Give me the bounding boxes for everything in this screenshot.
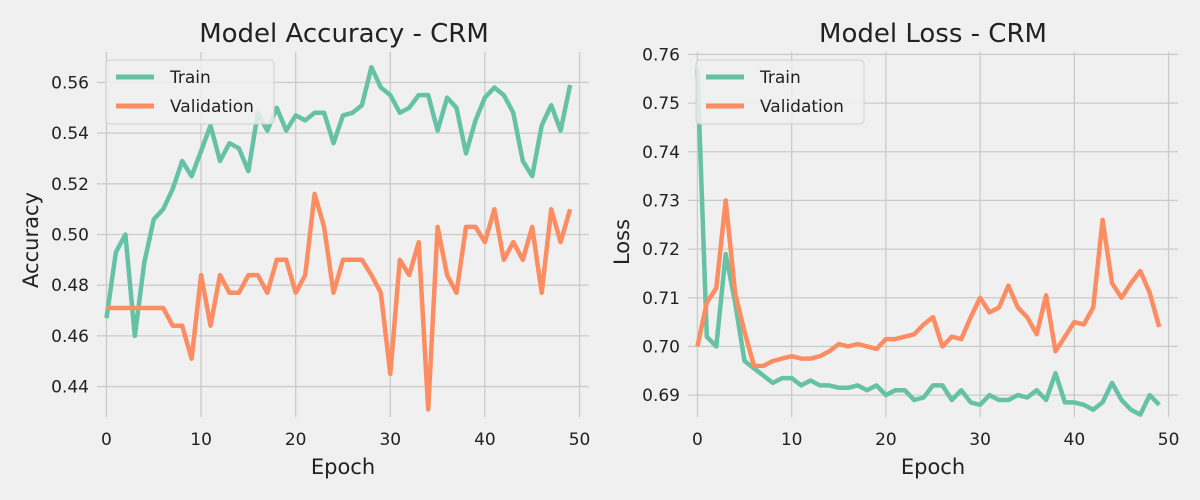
accuracy-y-tick-label: 0.56: [51, 73, 89, 93]
accuracy-series-group: [104, 64, 573, 412]
loss-x-tick-label: 10: [781, 430, 803, 450]
accuracy-y-axis-label: Accuracy: [19, 192, 43, 288]
loss-x-tick-label: 0: [692, 430, 703, 450]
accuracy-y-tick-label: 0.46: [51, 327, 89, 347]
loss-legend: Train Validation: [695, 59, 865, 125]
loss-series-group: [695, 68, 1162, 417]
loss-x-tick-label: 20: [875, 430, 897, 450]
accuracy-x-tick-label: 20: [285, 430, 307, 450]
loss-train-line: [695, 68, 1161, 417]
accuracy-x-axis-label: Epoch: [311, 455, 375, 479]
accuracy-x-tick-label: 30: [379, 430, 401, 450]
accuracy-y-tick-label: 0.52: [51, 175, 89, 195]
accuracy-x-tick-label: 0: [101, 430, 112, 450]
accuracy-x-tick-label: 40: [474, 430, 496, 450]
accuracy-train-line: [104, 64, 573, 339]
loss-y-tick-label: 0.75: [642, 94, 680, 114]
accuracy-legend-validation-label: Validation: [170, 97, 254, 117]
loss-chart-title: Model Loss - CRM: [819, 19, 1047, 49]
loss-ticks: 0 10 20 30 40 50 0.69 0.70 0.71 0.72 0.73 0.74 0.75 0…: [642, 45, 1179, 450]
accuracy-legend: Train Validation: [105, 59, 275, 125]
loss-y-tick-label: 0.70: [642, 337, 680, 357]
loss-legend-train-label: Train: [759, 68, 801, 88]
accuracy-chart: 0 10 20 30 40 500.440.460.480.500.520.540.56 …: [19, 19, 590, 479]
loss-y-tick-label: 0.73: [642, 191, 680, 211]
loss-grid: [688, 52, 1178, 417]
loss-y-axis-label: Loss: [610, 219, 634, 265]
accuracy-ticks: 0 10 20 30 40 50 0.44 0.46 0.48 0.50 0.52 0.54 0.56: [51, 73, 590, 450]
accuracy-legend-train-label: Train: [169, 68, 211, 88]
accuracy-x-tick-label: 10: [190, 430, 212, 450]
accuracy-chart-title: Model Accuracy - CRM: [199, 19, 489, 49]
loss-y-tick-label: 0.72: [642, 240, 680, 260]
accuracy-y-tick-label: 0.50: [51, 226, 89, 246]
loss-y-tick-label: 0.69: [642, 386, 680, 406]
loss-x-tick-label: 50: [1158, 430, 1180, 450]
loss-legend-validation-label: Validation: [760, 97, 844, 117]
loss-y-tick-label: 0.71: [642, 289, 680, 309]
loss-chart: 0 10 20 30 40 50 0.69 0.70 0.71 0.72 0.73 0.74 0.75 0…: [610, 19, 1179, 479]
accuracy-y-tick-label: 0.48: [51, 276, 89, 296]
accuracy-y-tick-label: 0.44: [51, 378, 89, 398]
accuracy-y-tick-label: 0.54: [51, 124, 89, 144]
loss-x-axis-label: Epoch: [901, 455, 965, 479]
accuracy-x-tick-label: 50: [569, 430, 591, 450]
loss-y-tick-label: 0.74: [642, 143, 680, 163]
loss-x-tick-label: 40: [1064, 430, 1086, 450]
loss-y-tick-label: 0.76: [642, 45, 680, 65]
accuracy-validation-line: [106, 191, 573, 412]
loss-validation-line: [695, 198, 1162, 369]
accuracy-grid: [97, 52, 589, 417]
loss-x-tick-label: 30: [969, 430, 991, 450]
